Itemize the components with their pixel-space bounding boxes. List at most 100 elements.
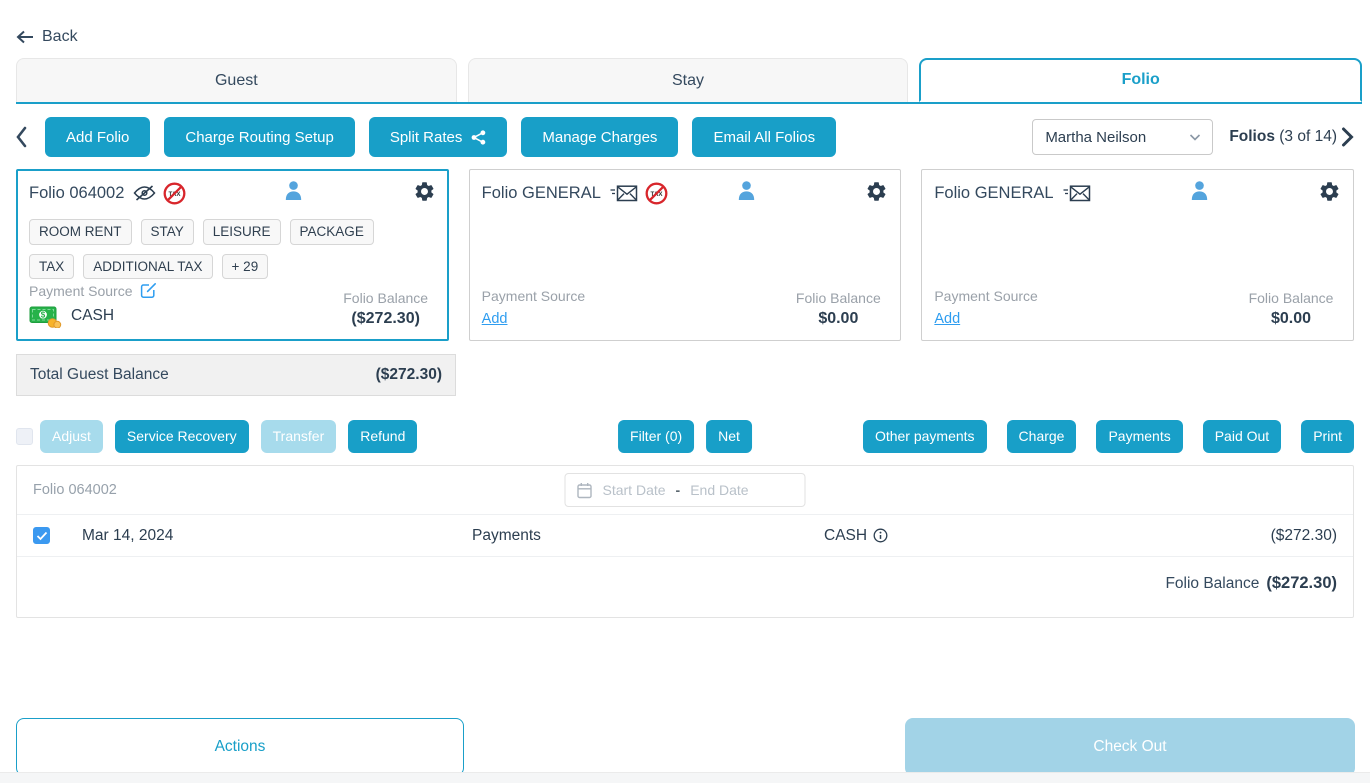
bottom-strip xyxy=(0,772,1370,783)
select-all-checkbox[interactable] xyxy=(16,427,33,445)
folio-card-title: Folio 064002 xyxy=(29,183,125,202)
table-folio-label: Folio 064002 xyxy=(33,482,117,498)
folio-card-header: Folio 064002 TAX xyxy=(29,180,436,206)
folio-settings-button[interactable] xyxy=(865,180,888,203)
folio-tag-more[interactable]: + 29 xyxy=(221,253,269,279)
folio-tag: PACKAGE xyxy=(289,219,374,245)
print-button[interactable]: Print xyxy=(1301,419,1354,453)
payment-source-label: Payment Source xyxy=(481,288,586,304)
share-icon xyxy=(471,129,486,145)
folio-tag-list: ROOM RENT STAY LEISURE PACKAGE TAX ADDIT… xyxy=(29,219,424,279)
folio-card-footer: Payment Source Add Folio Balance $0.00 xyxy=(482,288,889,328)
chevron-right-icon xyxy=(1342,127,1354,147)
tab-stay[interactable]: Stay xyxy=(467,58,909,102)
add-payment-source-link[interactable]: Add xyxy=(934,311,961,327)
eye-slash-icon xyxy=(133,185,156,201)
folio-transactions-table: Folio 064002 Start Date - End Date Mar 1… xyxy=(16,465,1354,618)
refund-button[interactable]: Refund xyxy=(348,419,418,453)
folios-counter: Folios (3 of 14) xyxy=(1229,128,1337,146)
guest-profile-button[interactable] xyxy=(285,181,302,200)
person-icon xyxy=(1191,181,1207,200)
filter-button[interactable]: Filter (0) xyxy=(618,419,695,453)
email-all-folios-button[interactable]: Email All Folios xyxy=(692,117,837,157)
total-guest-balance-bar: Total Guest Balance ($272.30) xyxy=(16,354,456,396)
folios-next-button[interactable] xyxy=(1341,127,1354,147)
tab-bar: Guest Stay Folio xyxy=(16,58,1363,104)
folio-card-064002[interactable]: Folio 064002 TAX xyxy=(16,169,449,341)
folio-card-header: Folio GENERAL xyxy=(934,180,1341,206)
manage-charges-button[interactable]: Manage Charges xyxy=(521,117,679,157)
adjust-button[interactable]: Adjust xyxy=(40,419,103,453)
date-range-picker[interactable]: Start Date - End Date xyxy=(564,473,806,507)
add-payment-source-link[interactable]: Add xyxy=(481,311,508,327)
folio-balance-label: Folio Balance xyxy=(795,290,881,306)
table-folio-balance-label: Folio Balance xyxy=(1165,575,1260,592)
person-icon xyxy=(738,181,755,200)
no-tax-icon: TAX xyxy=(163,182,186,204)
folio-settings-button[interactable] xyxy=(413,180,436,203)
table-footer: Folio Balance ($272.30) xyxy=(17,556,1353,617)
table-folio-balance-value: ($272.30) xyxy=(1266,574,1337,592)
folio-card-title: Folio GENERAL xyxy=(934,183,1054,202)
tab-guest[interactable]: Guest xyxy=(16,58,457,102)
gear-icon xyxy=(1320,182,1339,201)
folio-tag: ROOM RENT xyxy=(29,219,132,245)
transaction-method: CASH xyxy=(824,526,868,544)
folio-tag: STAY xyxy=(140,219,194,245)
cash-icon: $ xyxy=(29,306,62,328)
payment-method-value: CASH xyxy=(71,307,115,324)
service-recovery-button[interactable]: Service Recovery xyxy=(114,419,249,453)
payments-button[interactable]: Payments xyxy=(1096,419,1183,453)
transaction-date: Mar 14, 2024 xyxy=(82,526,174,544)
split-rates-button[interactable]: Split Rates xyxy=(368,117,508,157)
send-email-icon xyxy=(610,184,638,201)
folio-balance-value: $0.00 xyxy=(1270,310,1312,327)
folios-count: (3 of 14) xyxy=(1279,128,1337,145)
other-payments-button[interactable]: Other payments xyxy=(862,419,987,453)
actions-button[interactable]: Actions xyxy=(16,718,464,776)
payment-source-label: Payment Source xyxy=(29,282,133,299)
folio-balance-label: Folio Balance xyxy=(1248,290,1334,306)
check-icon xyxy=(36,531,47,540)
chevron-left-icon xyxy=(16,126,27,148)
charge-button[interactable]: Charge xyxy=(1006,419,1077,453)
folio-tag: LEISURE xyxy=(202,219,281,245)
folio-balance-label: Folio Balance xyxy=(343,290,429,306)
back-arrow-icon xyxy=(16,30,33,44)
back-button[interactable]: Back xyxy=(16,28,78,46)
charge-routing-setup-button[interactable]: Charge Routing Setup xyxy=(164,117,355,157)
total-guest-balance-label: Total Guest Balance xyxy=(30,366,169,383)
check-out-button[interactable]: Check Out xyxy=(905,718,1355,776)
folio-tag: TAX xyxy=(29,253,75,279)
net-button[interactable]: Net xyxy=(706,419,752,453)
folio-tag: ADDITIONAL TAX xyxy=(83,253,213,279)
folio-balance-value: $0.00 xyxy=(818,310,859,327)
guest-profile-button[interactable] xyxy=(1191,181,1208,200)
start-date-placeholder: Start Date xyxy=(602,482,666,498)
gear-icon xyxy=(867,182,886,201)
back-label: Back xyxy=(42,28,78,45)
folios-prev-button[interactable] xyxy=(16,126,27,148)
folio-actions-row: Adjust Service Recovery Transfer Refund … xyxy=(16,419,1354,453)
tab-folio[interactable]: Folio xyxy=(919,58,1363,102)
folio-card-header: Folio GENERAL TAX xyxy=(482,180,889,206)
row-checkbox[interactable] xyxy=(33,527,50,544)
transfer-button[interactable]: Transfer xyxy=(260,419,337,453)
edit-payment-icon[interactable] xyxy=(140,282,157,299)
folio-card-title: Folio GENERAL xyxy=(481,183,601,202)
svg-text:$: $ xyxy=(41,311,46,320)
folio-settings-button[interactable] xyxy=(1318,180,1341,203)
paid-out-button[interactable]: Paid Out xyxy=(1202,419,1282,453)
transaction-row[interactable]: Mar 14, 2024 Payments CASH ($272.30) xyxy=(17,514,1353,556)
folios-label: Folios xyxy=(1229,128,1275,145)
info-icon[interactable] xyxy=(873,528,888,543)
folio-cards: Folio 064002 TAX xyxy=(16,169,1355,341)
payment-source-label: Payment Source xyxy=(934,288,1038,304)
transaction-type: Payments xyxy=(472,526,541,544)
folio-card-general-1[interactable]: Folio GENERAL TAX xyxy=(468,169,902,341)
add-folio-button[interactable]: Add Folio xyxy=(45,117,151,157)
guest-profile-button[interactable] xyxy=(738,181,755,200)
total-guest-balance-value: ($272.30) xyxy=(375,366,442,383)
folio-card-general-2[interactable]: Folio GENERAL xyxy=(921,169,1355,341)
guest-selector[interactable]: Martha Neilson xyxy=(1032,119,1214,155)
